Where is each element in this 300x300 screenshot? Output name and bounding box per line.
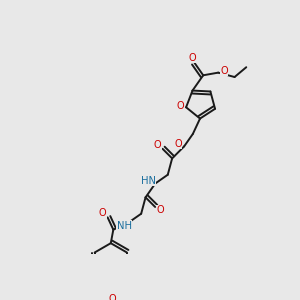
Text: O: O	[99, 208, 106, 218]
Text: O: O	[220, 66, 228, 76]
Text: O: O	[156, 205, 164, 215]
Text: HN: HN	[141, 176, 156, 186]
Text: O: O	[154, 140, 161, 150]
Text: O: O	[174, 139, 182, 149]
Text: O: O	[189, 53, 196, 63]
Text: O: O	[176, 101, 184, 111]
Text: O: O	[109, 294, 116, 300]
Text: NH: NH	[117, 221, 132, 231]
